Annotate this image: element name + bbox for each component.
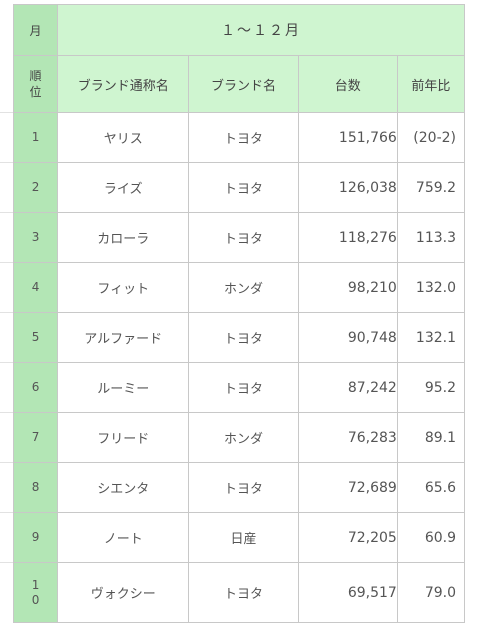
rank-cell: 3 bbox=[12, 212, 59, 263]
count-cell: 151,766 bbox=[297, 112, 398, 163]
yoy-ratio-cell: (20-2) bbox=[396, 112, 466, 163]
table-row: 6 ルーミー トヨタ 87,242 95.2 bbox=[12, 362, 466, 413]
brand-cell: トヨタ bbox=[188, 362, 299, 413]
count-cell: 72,205 bbox=[297, 512, 398, 563]
row-divider-left bbox=[0, 212, 14, 213]
count-cell: 126,038 bbox=[297, 162, 398, 213]
row-divider-left bbox=[0, 262, 14, 263]
table-row: 3 カローラ トヨタ 118,276 113.3 bbox=[12, 212, 466, 263]
brand-cell: トヨタ bbox=[188, 162, 299, 213]
rank-cell: 9 bbox=[12, 512, 59, 563]
table-row: 2 ライズ トヨタ 126,038 759.2 bbox=[12, 162, 466, 213]
table-row: 9 ノート 日産 72,205 60.9 bbox=[12, 512, 466, 563]
yoy-ratio-cell: 113.3 bbox=[396, 212, 466, 263]
row-divider-left bbox=[0, 562, 14, 563]
count-cell: 98,210 bbox=[297, 262, 398, 313]
yoy-ratio-cell: 79.0 bbox=[396, 562, 466, 623]
model-name-cell: フリード bbox=[57, 412, 190, 463]
rank-cell: 5 bbox=[12, 312, 59, 363]
row-divider-left bbox=[0, 462, 14, 463]
table-row: 7 フリード ホンダ 76,283 89.1 bbox=[12, 412, 466, 463]
yoy-ratio-cell: 759.2 bbox=[396, 162, 466, 213]
table-row: 5 アルファード トヨタ 90,748 132.1 bbox=[12, 312, 466, 363]
count-cell: 87,242 bbox=[297, 362, 398, 413]
model-name-header: ブランド通称名 bbox=[57, 55, 190, 113]
rank-cell: 1 0 bbox=[12, 562, 59, 623]
yoy-ratio-cell: 95.2 bbox=[396, 362, 466, 413]
model-name-cell: ヴォクシー bbox=[57, 562, 190, 623]
table-row: 8 シエンタ トヨタ 72,689 65.6 bbox=[12, 462, 466, 513]
brand-cell: ホンダ bbox=[188, 412, 299, 463]
row-divider-left bbox=[0, 362, 14, 363]
rank-header: 順 位 bbox=[12, 55, 59, 113]
row-divider-left bbox=[0, 112, 14, 113]
model-name-cell: ノート bbox=[57, 512, 190, 563]
brand-cell: トヨタ bbox=[188, 562, 299, 623]
model-name-cell: カローラ bbox=[57, 212, 190, 263]
row-divider-left bbox=[0, 512, 14, 513]
rank-cell: 1 bbox=[12, 112, 59, 163]
rank-cell: 4 bbox=[12, 262, 59, 313]
yoy-ratio-cell: 132.1 bbox=[396, 312, 466, 363]
yoy-ratio-cell: 65.6 bbox=[396, 462, 466, 513]
brand-cell: トヨタ bbox=[188, 212, 299, 263]
model-name-cell: ヤリス bbox=[57, 112, 190, 163]
brand-header: ブランド名 bbox=[188, 55, 299, 113]
brand-cell: トヨタ bbox=[188, 112, 299, 163]
sales-ranking-table: 月 １～１２月 順 位 ブランド通称名 ブランド名 台数 前年比 1 ヤリス ト… bbox=[12, 4, 466, 623]
period-header-row: 月 １～１２月 bbox=[12, 4, 465, 56]
table-row: 1 0 ヴォクシー トヨタ 69,517 79.0 bbox=[12, 562, 466, 623]
count-cell: 69,517 bbox=[297, 562, 398, 623]
model-name-cell: フィット bbox=[57, 262, 190, 313]
rank-cell: 7 bbox=[12, 412, 59, 463]
model-name-cell: ルーミー bbox=[57, 362, 190, 413]
table-row: 4 フィット ホンダ 98,210 132.0 bbox=[12, 262, 466, 313]
model-name-cell: ライズ bbox=[57, 162, 190, 213]
month-label: 月 bbox=[12, 4, 59, 56]
table-row: 1 ヤリス トヨタ 151,766 (20-2) bbox=[12, 112, 466, 163]
rank-cell: 8 bbox=[12, 462, 59, 513]
column-header-row: 順 位 ブランド通称名 ブランド名 台数 前年比 bbox=[12, 55, 466, 113]
row-divider-left bbox=[0, 412, 14, 413]
count-cell: 76,283 bbox=[297, 412, 398, 463]
brand-cell: ホンダ bbox=[188, 262, 299, 313]
count-header: 台数 bbox=[297, 55, 398, 113]
rank-cell: 6 bbox=[12, 362, 59, 413]
brand-cell: 日産 bbox=[188, 512, 299, 563]
rank-cell: 2 bbox=[12, 162, 59, 213]
count-cell: 72,689 bbox=[297, 462, 398, 513]
brand-cell: トヨタ bbox=[188, 312, 299, 363]
count-cell: 90,748 bbox=[297, 312, 398, 363]
month-range: １～１２月 bbox=[57, 4, 465, 56]
count-cell: 118,276 bbox=[297, 212, 398, 263]
model-name-cell: アルファード bbox=[57, 312, 190, 363]
brand-cell: トヨタ bbox=[188, 462, 299, 513]
row-divider-left bbox=[0, 162, 14, 163]
row-divider-left bbox=[0, 312, 14, 313]
yoy-ratio-cell: 132.0 bbox=[396, 262, 466, 313]
yoy-ratio-cell: 89.1 bbox=[396, 412, 466, 463]
yoy-ratio-header: 前年比 bbox=[396, 55, 466, 113]
model-name-cell: シエンタ bbox=[57, 462, 190, 513]
yoy-ratio-cell: 60.9 bbox=[396, 512, 466, 563]
